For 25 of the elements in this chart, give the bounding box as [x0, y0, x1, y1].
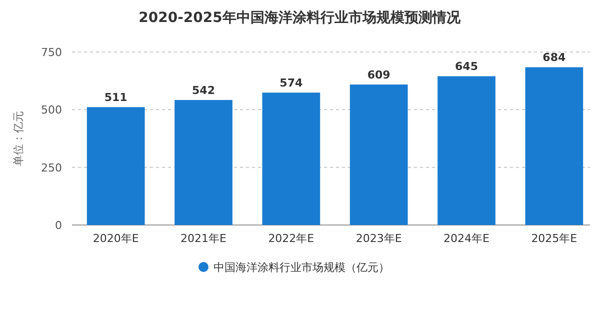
x-tick-label: 2025年E [531, 232, 578, 245]
data-label: 542 [192, 84, 215, 97]
x-tick-label: 2024年E [444, 232, 490, 245]
bar [262, 92, 320, 225]
x-tick-label: 2020年E [92, 232, 139, 245]
y-tick-label: 250 [41, 161, 62, 174]
y-tick-label: 0 [55, 219, 62, 232]
data-label: 574 [280, 76, 303, 90]
data-label: 609 [367, 68, 390, 82]
bar [350, 84, 408, 225]
y-axis-title: 单位：亿元 [12, 111, 25, 166]
chart-title: 2020-2025年中国海洋涂料行业市场规模预测情况 [138, 9, 462, 26]
bar [86, 107, 145, 225]
x-tick-label: 2023年E [356, 232, 402, 245]
x-tick-label: 2022年E [268, 232, 314, 245]
bar [174, 100, 232, 225]
data-label: 511 [104, 91, 128, 104]
data-label: 645 [455, 60, 478, 74]
bar [438, 76, 496, 225]
data-label: 684 [542, 51, 566, 64]
y-tick-label: 750 [41, 46, 62, 59]
x-tick-label: 2021年E [180, 232, 227, 245]
y-tick-label: 500 [41, 104, 62, 117]
bar [525, 67, 584, 225]
legend-label: 中国海洋涂料行业市场规模（亿元） [214, 261, 390, 274]
